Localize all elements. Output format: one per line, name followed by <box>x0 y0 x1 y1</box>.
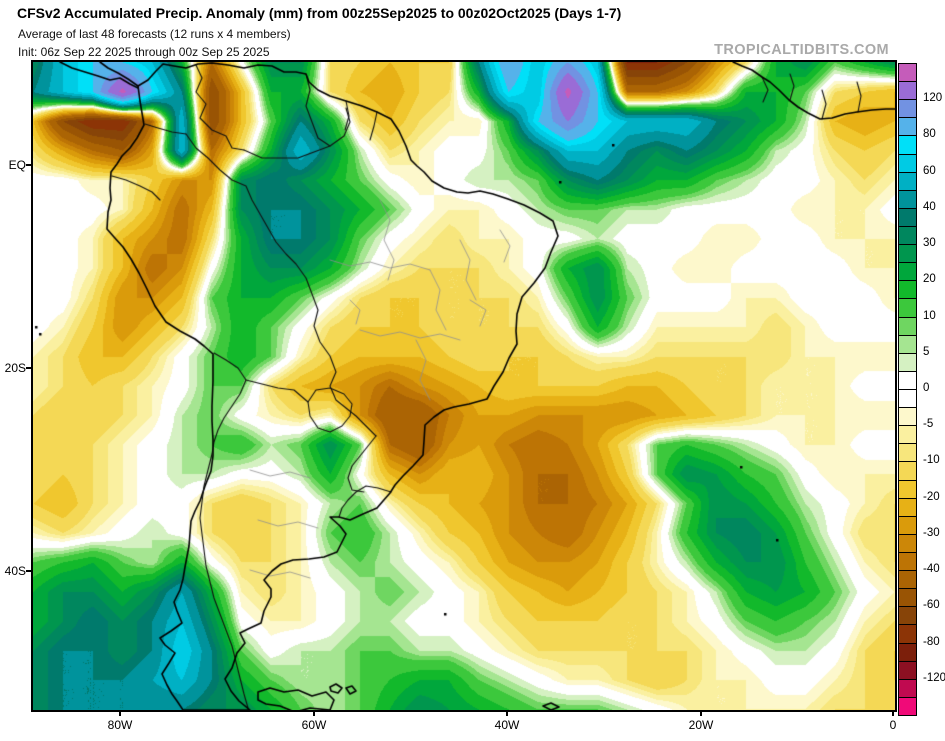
colorbar-cell <box>898 207 917 227</box>
colorbar-cell <box>898 497 917 517</box>
colorbar-cell <box>898 678 917 698</box>
colorbar-cell <box>898 117 917 137</box>
colorbar-cell <box>898 570 917 590</box>
lon-label: 60W <box>301 718 327 732</box>
colorbar-cell <box>898 425 917 445</box>
lon-label: 20W <box>688 718 714 732</box>
map-title: CFSv2 Accumulated Precip. Anomaly (mm) f… <box>17 5 622 21</box>
lon-label: 40W <box>494 718 520 732</box>
colorbar-cell <box>898 370 917 390</box>
colorbar-cell <box>898 226 917 246</box>
colorbar-cell <box>898 407 917 427</box>
colorbar-cell <box>898 443 917 463</box>
lon-tick <box>700 710 702 716</box>
colorbar-cell <box>898 606 917 626</box>
colorbar-cell <box>898 298 917 318</box>
colorbar-cell <box>898 99 917 119</box>
map-init-line: Init: 06z Sep 22 2025 through 00z Sep 25… <box>18 45 270 59</box>
colorbar: 120 80 60 40 30 20 10 5 0 -5 -10 -20 -30 -40 -60 -80 -12… <box>898 63 945 716</box>
lon-label: 80W <box>107 718 133 732</box>
colorbar-cell <box>898 63 917 83</box>
colorbar-label: 80 <box>923 128 936 141</box>
colorbar-cell <box>898 81 917 101</box>
lon-tick <box>506 710 508 716</box>
colorbar-cell <box>898 533 917 553</box>
colorbar-cell <box>898 624 917 644</box>
map-subtitle: Average of last 48 forecasts (12 runs x … <box>18 27 291 41</box>
colorbar-label: -120 <box>923 671 945 684</box>
colorbar-label: -30 <box>923 526 940 539</box>
lat-label: 20S <box>4 361 26 375</box>
lat-label: 40S <box>4 564 26 578</box>
colorbar-cell <box>898 660 917 680</box>
colorbar-label: -60 <box>923 599 940 612</box>
lat-tick <box>26 164 33 166</box>
colorbar-cell <box>898 552 917 572</box>
map-area <box>31 60 897 712</box>
colorbar-cell <box>898 135 917 155</box>
colorbar-cell <box>898 479 917 499</box>
colorbar-label: -10 <box>923 454 940 467</box>
lat-label: EQ <box>8 158 26 172</box>
colorbar-cell <box>898 153 917 173</box>
lon-tick <box>892 710 894 716</box>
colorbar-cell <box>898 642 917 662</box>
lon-tick <box>119 710 121 716</box>
precip-anomaly-map-canvas <box>33 62 895 710</box>
colorbar-label: 40 <box>923 200 936 213</box>
colorbar-cell <box>898 280 917 300</box>
colorbar-label: -5 <box>923 418 934 431</box>
colorbar-label: -40 <box>923 563 940 576</box>
colorbar-label: 0 <box>923 382 930 394</box>
colorbar-label: 20 <box>923 273 936 286</box>
colorbar-cell <box>898 352 917 372</box>
colorbar-cell <box>898 461 917 481</box>
lon-tick <box>313 710 315 716</box>
colorbar-label: 60 <box>923 164 936 177</box>
colorbar-cell <box>898 588 917 608</box>
colorbar-cell <box>898 515 917 535</box>
colorbar-cell <box>898 696 917 716</box>
lat-tick <box>26 570 33 572</box>
colorbar-cell <box>898 189 917 209</box>
colorbar-label: 120 <box>923 92 943 105</box>
colorbar-cell <box>898 244 917 264</box>
lon-label: 0 <box>889 718 897 732</box>
colorbar-cell <box>898 262 917 282</box>
colorbar-label: -20 <box>923 490 940 503</box>
colorbar-cell <box>898 171 917 191</box>
colorbar-cell <box>898 316 917 336</box>
colorbar-label: 30 <box>923 237 936 250</box>
colorbar-label: 5 <box>923 345 930 358</box>
lat-tick <box>26 367 33 369</box>
colorbar-cell <box>898 389 917 409</box>
watermark: TROPICALTIDBITS.COM <box>714 42 889 58</box>
colorbar-cell <box>898 334 917 354</box>
colorbar-label: 10 <box>923 309 936 322</box>
colorbar-label: -80 <box>923 635 940 648</box>
